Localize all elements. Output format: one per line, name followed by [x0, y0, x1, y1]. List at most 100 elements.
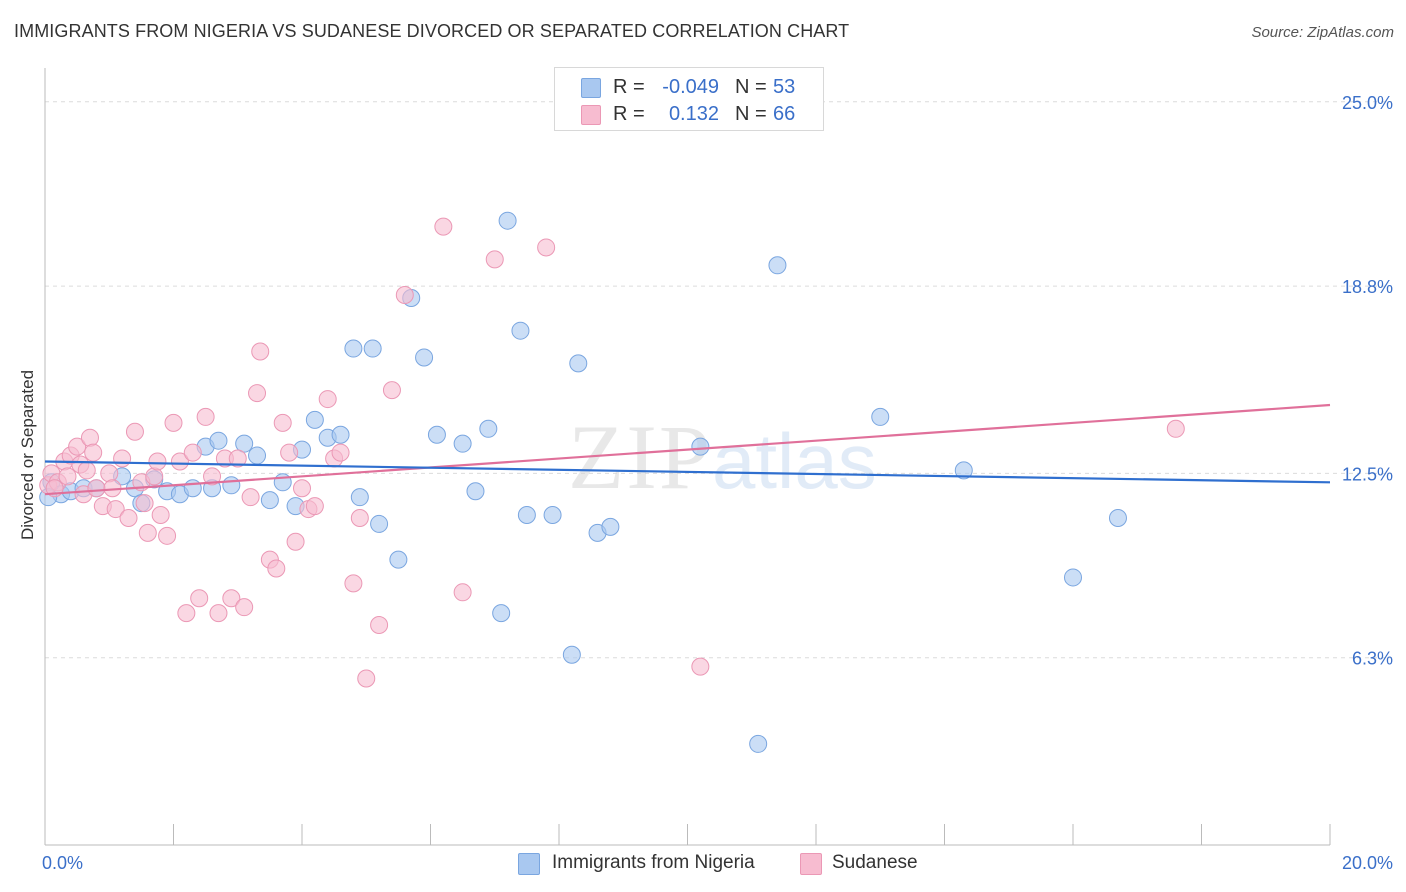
legend-r-label: R =	[613, 76, 645, 98]
data-point-sudanese	[370, 616, 389, 635]
data-point-sudanese	[209, 604, 228, 623]
data-point-sudanese	[145, 467, 164, 486]
legend-swatch-sudanese	[581, 105, 601, 125]
data-point-sudanese	[80, 428, 99, 447]
data-point-sudanese	[293, 479, 311, 498]
data-point-sudanese	[305, 497, 324, 516]
y-tick-label: 6.3%	[1352, 649, 1393, 669]
data-point-sudanese	[68, 437, 87, 456]
y-tick-label: 25.0%	[1342, 93, 1393, 113]
x-tick-label: 20.0%	[1342, 853, 1393, 873]
data-point-nigeria	[248, 446, 267, 465]
data-point-sudanese	[267, 559, 286, 578]
data-point-sudanese	[177, 604, 196, 623]
data-point-nigeria	[344, 339, 363, 358]
legend-row-nigeria: R = -0.049 N = 53	[555, 73, 823, 101]
data-point-sudanese	[151, 506, 170, 525]
legend-n-label: N =	[735, 103, 767, 125]
legend-n-label: N =	[735, 76, 767, 98]
data-point-sudanese	[77, 461, 96, 480]
data-point-sudanese	[148, 452, 167, 471]
data-point-nigeria	[768, 256, 787, 275]
data-point-nigeria	[453, 434, 472, 453]
data-point-nigeria	[498, 211, 517, 230]
data-point-nigeria	[363, 339, 382, 358]
data-point-sudanese	[350, 508, 369, 527]
series-sudanese-points	[39, 217, 1185, 688]
data-point-sudanese	[100, 464, 119, 483]
data-point-nigeria	[331, 425, 350, 444]
data-point-sudanese	[382, 381, 401, 400]
data-point-nigeria	[1108, 508, 1127, 527]
watermark: ZIP atlas	[568, 406, 877, 508]
data-point-sudanese	[58, 467, 77, 486]
trend-lines	[44, 403, 1331, 496]
data-point-sudanese	[196, 407, 215, 426]
data-point-sudanese	[235, 598, 254, 617]
data-point-nigeria	[562, 645, 581, 664]
y-axis-label: Divorced or Separated	[18, 370, 37, 540]
legend-r-value: -0.049	[662, 76, 719, 98]
data-point-nigeria	[235, 434, 254, 453]
chart-title: IMMIGRANTS FROM NIGERIA VS SUDANESE DIVO…	[14, 21, 850, 41]
data-point-sudanese	[158, 526, 177, 545]
bottom-legend-swatch-nigeria	[518, 853, 540, 875]
legend-n-value: 66	[773, 103, 796, 125]
data-point-sudanese	[183, 443, 202, 462]
data-point-sudanese	[113, 449, 132, 468]
data-point-sudanese	[170, 452, 189, 471]
bottom-legend-label-nigeria: Immigrants from Nigeria	[552, 852, 755, 873]
grid-lines	[45, 101, 1392, 659]
data-point-sudanese	[434, 217, 453, 236]
data-point-nigeria	[222, 476, 241, 495]
data-point-nigeria	[601, 517, 620, 536]
trend-line-sudanese	[44, 403, 1331, 496]
data-point-nigeria	[427, 425, 446, 444]
data-point-sudanese	[84, 443, 103, 462]
data-point-sudanese	[228, 449, 247, 468]
tick-labels: 6.3% 12.5% 18.8% 25.0% 0.0% 20.0%	[42, 93, 1393, 873]
data-point-nigeria	[543, 506, 562, 525]
data-point-nigeria	[209, 431, 228, 450]
data-point-sudanese	[280, 443, 299, 462]
data-point-nigeria	[954, 461, 973, 480]
data-point-sudanese	[691, 657, 710, 676]
bottom-legend-label-sudanese: Sudanese	[832, 852, 918, 873]
data-point-sudanese	[1166, 419, 1185, 438]
axes	[44, 68, 1331, 846]
legend: R = -0.049 N = 53 R = 0.132 N = 66	[554, 67, 824, 131]
data-point-nigeria	[511, 321, 530, 340]
data-point-sudanese	[106, 500, 125, 519]
watermark-atlas: atlas	[712, 417, 877, 505]
legend-r-value: 0.132	[668, 103, 719, 125]
data-point-sudanese	[164, 413, 183, 432]
data-point-nigeria	[479, 419, 498, 438]
data-point-nigeria	[1064, 568, 1082, 587]
data-point-nigeria	[350, 488, 369, 507]
data-point-nigeria	[305, 410, 324, 429]
x-tick-label: 0.0%	[42, 853, 83, 873]
bottom-legend: Immigrants from Nigeria Sudanese	[518, 852, 938, 878]
legend-row-sudanese: R = 0.132 N = 66	[555, 100, 823, 128]
data-point-nigeria	[466, 482, 485, 501]
data-point-sudanese	[248, 384, 267, 403]
data-point-sudanese	[344, 574, 363, 593]
data-point-nigeria	[492, 604, 511, 623]
data-point-nigeria	[871, 407, 890, 426]
data-point-nigeria	[183, 479, 202, 498]
data-point-sudanese	[251, 342, 270, 361]
data-point-sudanese	[135, 494, 154, 513]
data-point-nigeria	[691, 437, 710, 456]
data-point-sudanese	[331, 443, 350, 462]
data-point-sudanese	[138, 523, 157, 542]
data-point-sudanese	[190, 589, 209, 608]
data-point-sudanese	[395, 286, 414, 305]
data-point-nigeria	[260, 491, 279, 510]
legend-n-value: 53	[773, 76, 796, 98]
data-point-sudanese	[273, 413, 292, 432]
data-point-sudanese	[222, 589, 241, 608]
y-tick-label: 18.8%	[1342, 277, 1393, 297]
data-point-nigeria	[415, 348, 434, 367]
data-point-nigeria	[517, 506, 536, 525]
